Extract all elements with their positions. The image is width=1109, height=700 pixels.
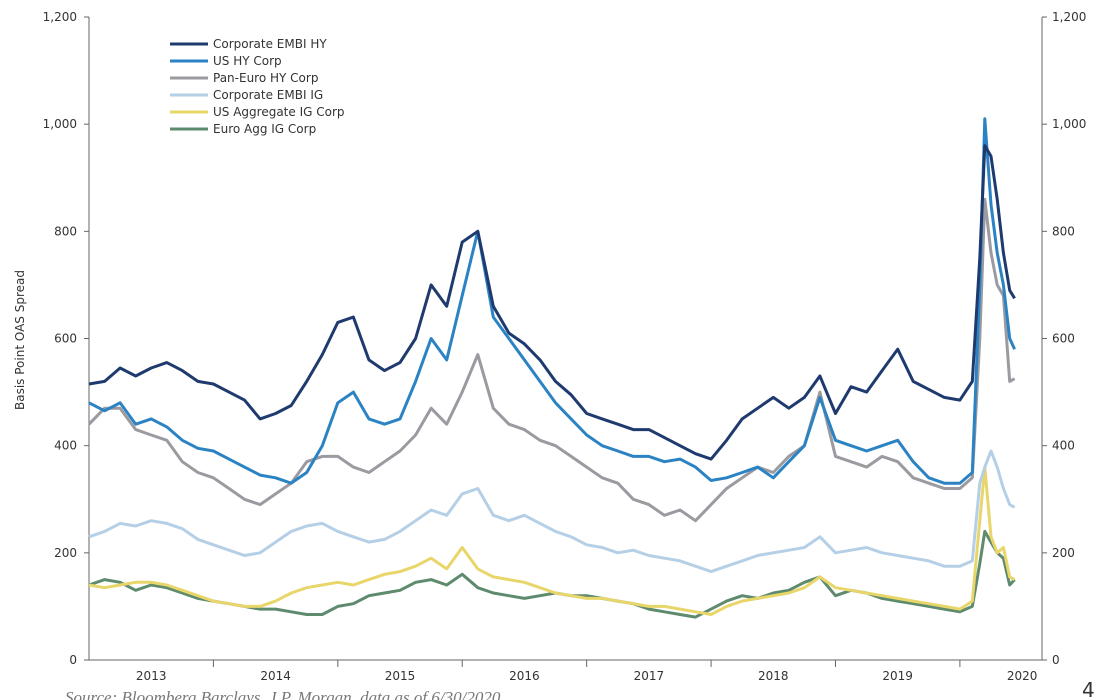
series-line xyxy=(88,449,1016,574)
y-tick-label: 1,200 xyxy=(43,10,77,24)
legend-label: Pan-Euro HY Corp xyxy=(213,71,318,85)
y-tick-label: 1,000 xyxy=(43,117,77,131)
x-tick-label: 2013 xyxy=(136,669,167,683)
x-tick-label: 2018 xyxy=(758,669,789,683)
series-line xyxy=(88,144,1016,461)
y-tick-label: 600 xyxy=(54,332,77,346)
legend-label: Corporate EMBI HY xyxy=(213,37,327,51)
series-line xyxy=(88,529,1016,619)
y-tick-label: 800 xyxy=(54,224,77,238)
page-number: 4 xyxy=(1082,678,1095,700)
y2-tick-label: 1,200 xyxy=(1052,10,1086,24)
legend-label: US Aggregate IG Corp xyxy=(213,105,345,119)
legend-label: Corporate EMBI IG xyxy=(213,88,323,102)
x-tick-label: 2020 xyxy=(1007,669,1038,683)
y-tick-label: 200 xyxy=(54,546,77,560)
y2-tick-label: 1,000 xyxy=(1052,117,1086,131)
y2-tick-label: 200 xyxy=(1052,546,1075,560)
x-tick-label: 2015 xyxy=(385,669,416,683)
x-tick-label: 2016 xyxy=(509,669,540,683)
source-note: Source: Bloomberg Barclays, J.P. Morgan,… xyxy=(65,688,501,700)
legend-label: Euro Agg IG Corp xyxy=(213,122,316,136)
y-tick-label: 400 xyxy=(54,439,77,453)
series-line xyxy=(87,197,1016,523)
y-tick-label: 0 xyxy=(69,653,77,667)
y2-tick-label: 600 xyxy=(1052,332,1075,346)
y-axis-label: Basis Point OAS Spread xyxy=(13,270,27,410)
y2-tick-label: 800 xyxy=(1052,224,1075,238)
x-tick-label: 2017 xyxy=(634,669,665,683)
y2-tick-label: 400 xyxy=(1052,439,1075,453)
series-line xyxy=(88,117,1016,485)
y2-tick-label: 0 xyxy=(1052,653,1060,667)
series-line xyxy=(88,465,1016,616)
legend-label: US HY Corp xyxy=(213,54,282,68)
x-tick-label: 2019 xyxy=(882,669,913,683)
x-tick-label: 2014 xyxy=(260,669,291,683)
